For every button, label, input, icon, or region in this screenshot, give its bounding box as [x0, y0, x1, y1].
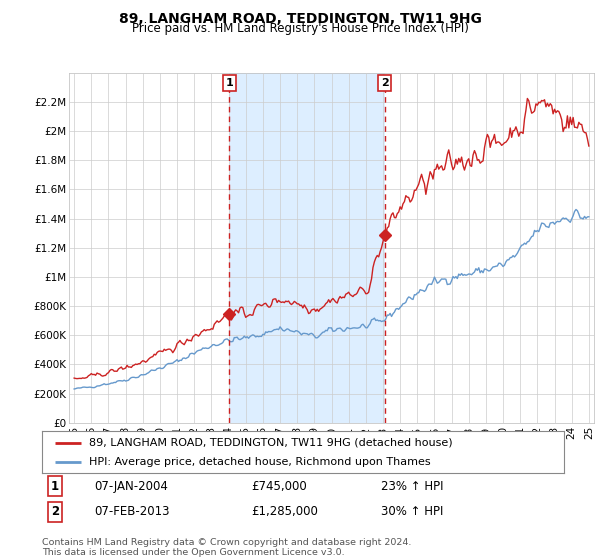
Text: 2: 2: [51, 505, 59, 519]
Text: £745,000: £745,000: [251, 479, 307, 493]
Text: 1: 1: [51, 479, 59, 493]
Text: 89, LANGHAM ROAD, TEDDINGTON, TW11 9HG: 89, LANGHAM ROAD, TEDDINGTON, TW11 9HG: [119, 12, 481, 26]
Text: Contains HM Land Registry data © Crown copyright and database right 2024.
This d: Contains HM Land Registry data © Crown c…: [42, 538, 412, 557]
Text: 07-FEB-2013: 07-FEB-2013: [94, 505, 170, 519]
Text: HPI: Average price, detached house, Richmond upon Thames: HPI: Average price, detached house, Rich…: [89, 457, 431, 467]
Text: 1: 1: [226, 78, 233, 88]
Text: 2: 2: [381, 78, 389, 88]
Text: 89, LANGHAM ROAD, TEDDINGTON, TW11 9HG (detached house): 89, LANGHAM ROAD, TEDDINGTON, TW11 9HG (…: [89, 437, 452, 447]
Text: 30% ↑ HPI: 30% ↑ HPI: [382, 505, 443, 519]
Text: £1,285,000: £1,285,000: [251, 505, 317, 519]
Text: 23% ↑ HPI: 23% ↑ HPI: [382, 479, 444, 493]
Text: 07-JAN-2004: 07-JAN-2004: [94, 479, 168, 493]
Bar: [229, 73, 385, 423]
Text: Price paid vs. HM Land Registry's House Price Index (HPI): Price paid vs. HM Land Registry's House …: [131, 22, 469, 35]
